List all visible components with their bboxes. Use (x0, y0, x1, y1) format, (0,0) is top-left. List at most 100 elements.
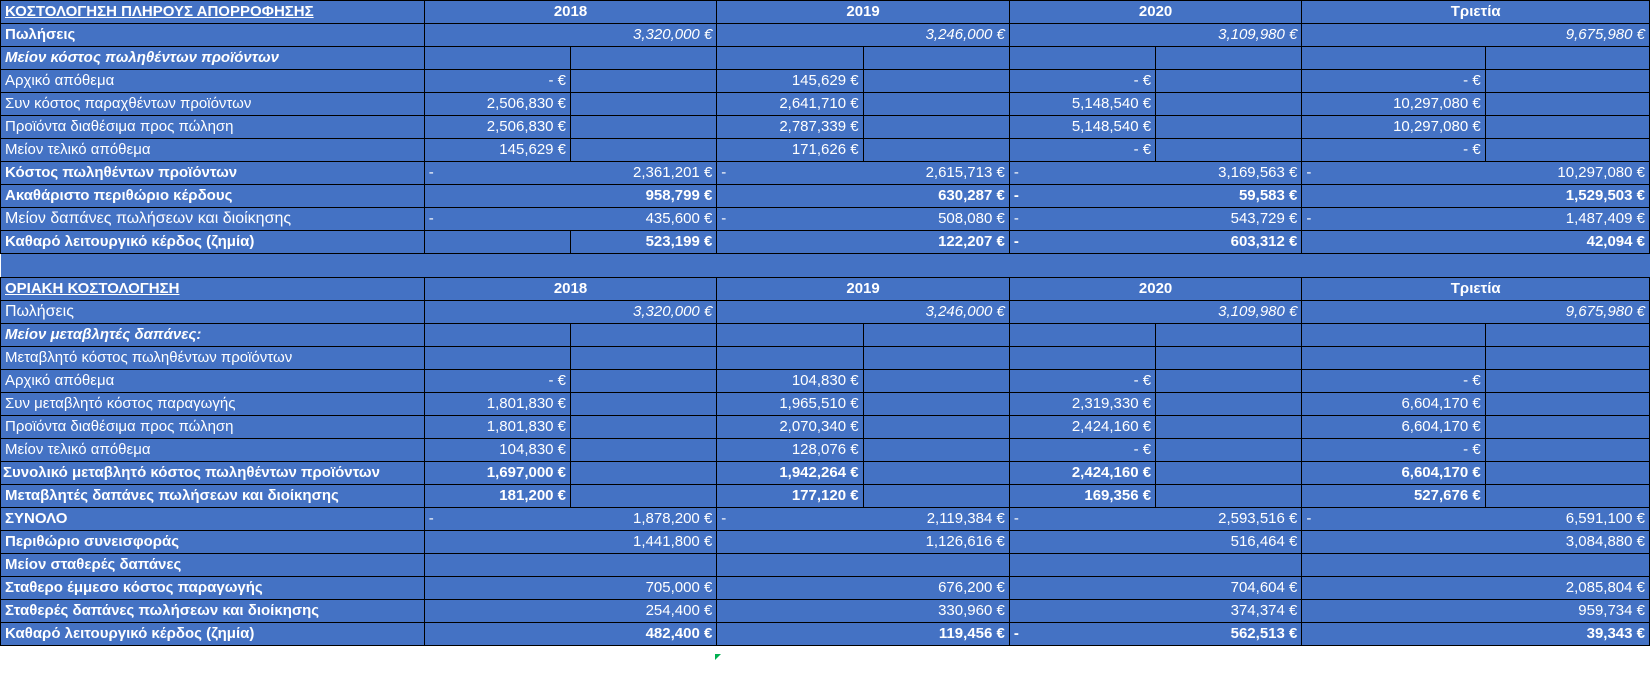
t1-gross-2019[interactable]: 630,287 € (716, 184, 1010, 208)
cell[interactable] (1484, 115, 1650, 139)
cell[interactable] (862, 46, 1010, 70)
t2-closing-2019[interactable]: 128,076 € (716, 438, 864, 462)
t1-gross-total[interactable]: 1,529,503 € (1301, 184, 1650, 208)
t2-fixed-sga-total[interactable]: 959,734 € (1301, 599, 1650, 623)
t2-closing-total[interactable]: - € (1301, 438, 1486, 462)
t1-available-label[interactable]: Προϊόντα διαθέσιμα προς πώληση (0, 115, 425, 139)
t1-opening-total[interactable]: - € (1301, 69, 1486, 93)
cell[interactable] (862, 138, 1010, 162)
t2-fixed-prod-2020[interactable]: 704,604 € (1008, 576, 1303, 600)
cell[interactable] (423, 46, 572, 70)
cell[interactable] (423, 553, 718, 577)
t1-closing-2020[interactable]: - € (1008, 138, 1157, 162)
cell[interactable] (716, 323, 864, 347)
t1-closing-total[interactable]: - € (1301, 138, 1486, 162)
t2-sales-2020[interactable]: 3,109,980 € (1008, 300, 1303, 324)
t2-fixed-sga-2018[interactable]: 254,400 € (423, 599, 718, 623)
t1-sga-2020[interactable]: - 543,729 € (1008, 207, 1303, 231)
t2-var-prod-total[interactable]: 6,604,170 € (1301, 392, 1486, 416)
cell[interactable] (423, 230, 572, 254)
t1-gross-label[interactable]: Ακαθάριστο περιθώριο κέρδους (0, 184, 425, 208)
t1-cogs-2020[interactable]: - 3,169,563 € (1008, 161, 1303, 185)
cell[interactable] (862, 415, 1010, 439)
cell[interactable] (862, 92, 1010, 116)
t2-total-var-cogs-label[interactable]: Συνολικό μεταβλητό κόστος πωληθέντων προ… (0, 461, 425, 485)
t1-year-2020[interactable]: 2020 (1008, 0, 1303, 24)
t2-var-prod-2019[interactable]: 1,965,510 € (716, 392, 864, 416)
cell[interactable] (1301, 346, 1486, 370)
cell[interactable] (1484, 415, 1650, 439)
cell[interactable] (1155, 392, 1303, 416)
cell[interactable] (1484, 323, 1650, 347)
cell[interactable] (570, 415, 718, 439)
cell[interactable] (1155, 92, 1303, 116)
cell[interactable] (1155, 69, 1303, 93)
t1-year-2018[interactable]: 2018 (423, 0, 718, 24)
cell[interactable] (570, 46, 718, 70)
cell[interactable] (1484, 392, 1650, 416)
t1-produced-total[interactable]: 10,297,080 € (1301, 92, 1486, 116)
t2-sales-2019[interactable]: 3,246,000 € (716, 300, 1010, 324)
t2-sales-total[interactable]: 9,675,980 € (1301, 300, 1650, 324)
t2-net-total[interactable]: 39,343 € (1301, 622, 1650, 646)
t2-year-2018[interactable]: 2018 (423, 277, 718, 301)
t2-closing-2018[interactable]: 104,830 € (423, 438, 572, 462)
t1-cogs-2018[interactable]: - 2,361,201 € (423, 161, 718, 185)
t2-fixed-prod-total[interactable]: 2,085,804 € (1301, 576, 1650, 600)
cell[interactable] (1155, 438, 1303, 462)
t2-year-total[interactable]: Τριετία (1301, 277, 1650, 301)
cell[interactable] (570, 92, 718, 116)
t1-produced-2020[interactable]: 5,148,540 € (1008, 92, 1157, 116)
t2-var-sga-2019[interactable]: 177,120 € (716, 484, 864, 508)
cell[interactable] (1155, 138, 1303, 162)
t2-net-2018[interactable]: 482,400 € (423, 622, 718, 646)
t2-opening-label[interactable]: Αρχικό απόθεμα (0, 369, 425, 393)
cell[interactable] (423, 323, 572, 347)
t2-var-cogs-header[interactable]: Μεταβλητό κόστος πωληθέντων προϊόντων (0, 346, 425, 370)
t1-net-2018[interactable]: 523,199 € (570, 230, 718, 254)
cell[interactable] (862, 346, 1010, 370)
cell[interactable] (1008, 46, 1157, 70)
t2-fixed-prod-label[interactable]: Σταθερο έμμεσο κόστος παραγωγής (0, 576, 425, 600)
cell[interactable] (862, 369, 1010, 393)
t1-closing-label[interactable]: Μείον τελικό απόθεμα (0, 138, 425, 162)
t2-title[interactable]: ΟΡΙΑΚΗ ΚΟΣΤΟΛΟΓΗΣΗ (0, 277, 425, 301)
t2-available-label[interactable]: Προϊόντα διαθέσιμα προς πώληση (0, 415, 425, 439)
t1-title[interactable]: ΚΟΣΤΟΛΟΓΗΣΗ ΠΛΗΡΟΥΣ ΑΠΟΡΡΟΦΗΣΗΣ (0, 0, 425, 24)
cell[interactable] (1155, 323, 1303, 347)
t1-net-2020[interactable]: - 603,312 € (1008, 230, 1303, 254)
t2-var-sga-2018[interactable]: 181,200 € (423, 484, 572, 508)
t2-contribution-2018[interactable]: 1,441,800 € (423, 530, 718, 554)
t1-cogs-total[interactable]: - 10,297,080 € (1301, 161, 1650, 185)
t2-available-2018[interactable]: 1,801,830 € (423, 415, 572, 439)
t1-closing-2019[interactable]: 171,626 € (716, 138, 864, 162)
t2-total-total[interactable]: - 6,591,100 € (1301, 507, 1650, 531)
t1-gross-2020[interactable]: - 59,583 € (1008, 184, 1303, 208)
t1-sga-2018[interactable]: - 435,600 € (423, 207, 718, 231)
cell[interactable] (570, 69, 718, 93)
t1-produced-2018[interactable]: 2,506,830 € (423, 92, 572, 116)
t1-year-total[interactable]: Τριετία (1301, 0, 1650, 24)
t1-sales-2019[interactable]: 3,246,000 € (716, 23, 1010, 47)
t2-var-sga-total[interactable]: 527,676 € (1301, 484, 1486, 508)
t1-sga-label[interactable]: Μείον δαπάνες πωλήσεων και διοίκησης (0, 207, 425, 231)
t2-opening-2019[interactable]: 104,830 € (716, 369, 864, 393)
cell[interactable] (1484, 346, 1650, 370)
cell[interactable] (423, 346, 572, 370)
cell[interactable] (1484, 138, 1650, 162)
t2-net-2019[interactable]: 119,456 € (716, 622, 1010, 646)
cell[interactable] (862, 323, 1010, 347)
cell[interactable] (862, 461, 1010, 485)
cell[interactable] (1484, 69, 1650, 93)
t1-sales-label[interactable]: Πωλήσεις (0, 23, 425, 47)
cell[interactable] (1301, 46, 1486, 70)
empty-row[interactable] (0, 253, 1650, 278)
t2-available-total[interactable]: 6,604,170 € (1301, 415, 1486, 439)
t2-fixed-prod-2019[interactable]: 676,200 € (716, 576, 1010, 600)
t1-sales-2020[interactable]: 3,109,980 € (1008, 23, 1303, 47)
t1-opening-label[interactable]: Αρχικό απόθεμα (0, 69, 425, 93)
cell[interactable] (1008, 346, 1157, 370)
cell[interactable] (1155, 46, 1303, 70)
cell[interactable] (570, 323, 718, 347)
cell[interactable] (1301, 323, 1486, 347)
